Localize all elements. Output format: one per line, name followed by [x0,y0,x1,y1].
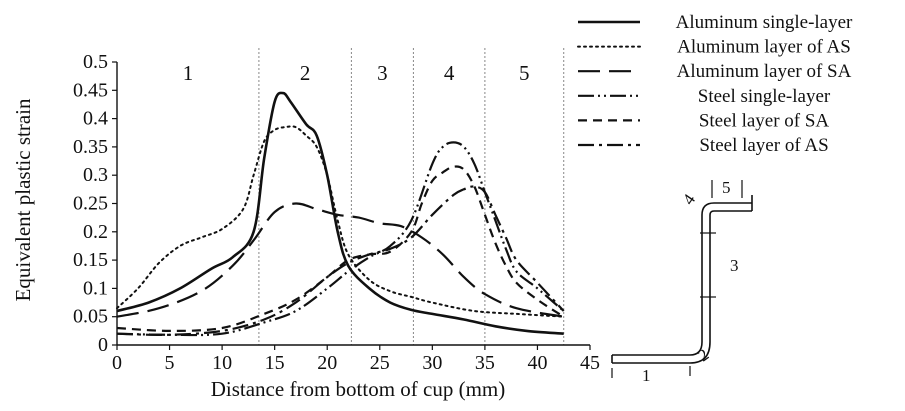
y-tick-label: 0.1 [83,277,108,299]
series-line-1 [116,125,565,318]
legend-label-2: Aluminum layer of SA [677,61,852,82]
cup-profile-schematic: 1 2 3 4 5 [611,178,753,385]
legend-label-1: Aluminum layer of AS [677,37,851,58]
series-lines [116,91,565,337]
region-label-1: 1 [183,61,194,85]
x-tick-label: 15 [265,352,285,374]
y-tick-label: 0.45 [73,79,108,101]
region-labels: 1 2 3 4 5 [183,61,530,85]
legend-label-3: Steel single-layer [698,86,831,107]
series-line-0 [116,91,564,335]
y-axis-label: Equivalent plastic strain [11,98,35,301]
x-tick-label: 35 [475,352,495,374]
y-tick-label: 0.15 [73,249,108,271]
x-ticks: 0 5 10 15 20 25 30 35 40 45 [112,345,600,374]
schematic-label-1: 1 [642,366,651,385]
y-tick-label: 0.4 [83,108,108,130]
cup-profile-outer [612,202,752,356]
x-axis-label: Distance from bottom of cup (mm) [211,377,506,401]
y-tick-label: 0.25 [73,193,108,215]
x-tick-label: 45 [580,352,600,374]
legend-label-4: Steel layer of SA [699,110,830,131]
region-label-3: 3 [377,61,388,85]
legend-label-0: Aluminum single-layer [676,12,853,33]
x-tick-label: 40 [527,352,547,374]
series-line-4 [116,165,565,333]
x-tick-label: 20 [317,352,337,374]
series-line-3 [116,141,565,337]
y-ticks: 0 0.05 0.1 0.15 0.2 0.25 0.3 0.35 0.4 0.45 0.5 [73,51,117,356]
y-tick-label: 0.05 [73,306,108,328]
x-tick-label: 30 [422,352,442,374]
x-tick-label: 25 [370,352,390,374]
y-tick-label: 0.2 [83,221,108,243]
y-tick-label: 0 [98,334,108,356]
series-line-2 [116,202,564,318]
legend-label-5: Steel layer of AS [699,135,828,156]
x-tick-label: 10 [212,352,232,374]
region-label-2: 2 [300,61,311,85]
cup-profile-inner [612,210,752,364]
schematic-label-5: 5 [722,178,731,197]
series-line-5 [116,185,565,337]
schematic-label-4: 4 [679,190,700,208]
schematic-label-3: 3 [730,256,739,275]
region-label-4: 4 [444,61,455,85]
x-tick-label: 0 [112,352,122,374]
y-tick-label: 0.5 [83,51,108,73]
axes [116,62,590,346]
region-label-5: 5 [519,61,530,85]
y-tick-label: 0.3 [83,164,108,186]
x-tick-label: 5 [165,352,175,374]
legend: Aluminum single-layer Aluminum layer of A… [577,12,853,156]
region-dividers [258,48,565,345]
y-tick-label: 0.35 [73,136,108,158]
